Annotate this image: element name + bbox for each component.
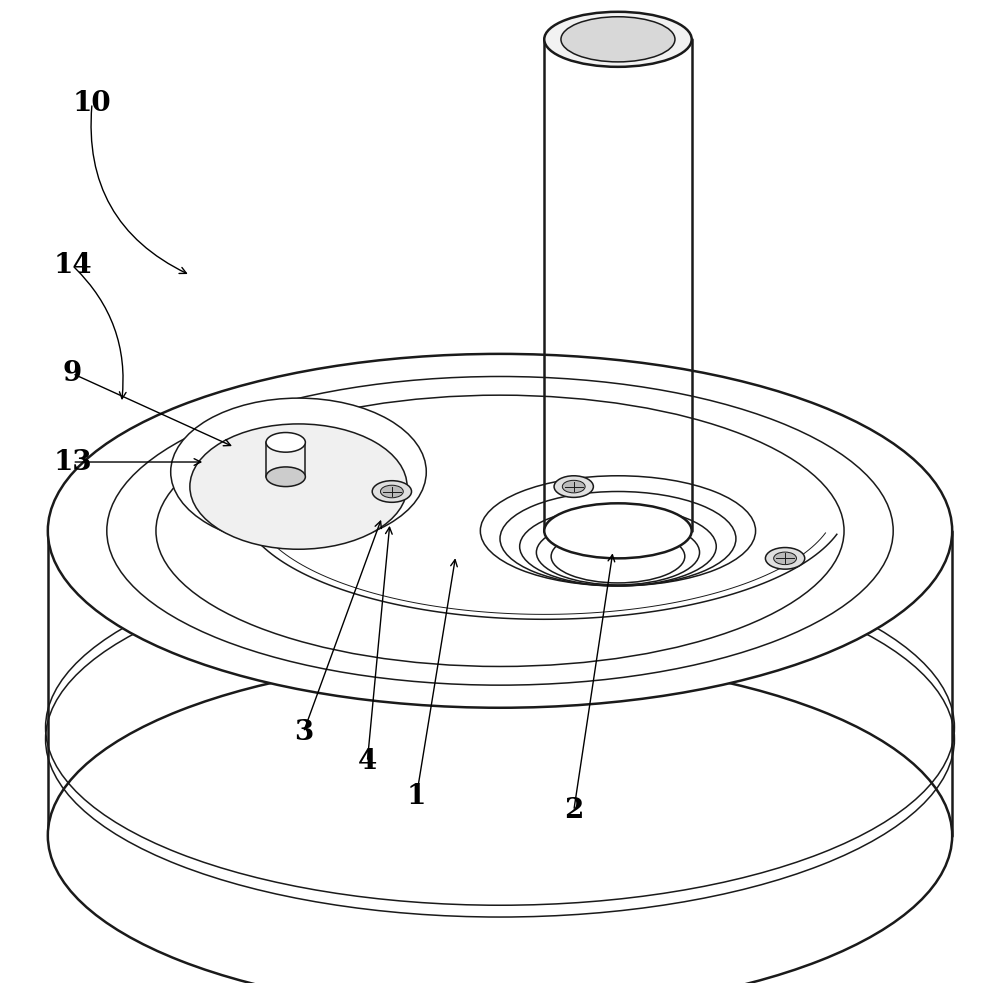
Text: 13: 13: [53, 448, 92, 476]
Ellipse shape: [190, 424, 407, 549]
Ellipse shape: [544, 12, 692, 67]
Ellipse shape: [171, 398, 426, 546]
Ellipse shape: [48, 659, 952, 983]
Text: 4: 4: [358, 748, 377, 776]
Ellipse shape: [554, 476, 593, 497]
Ellipse shape: [380, 486, 403, 497]
Ellipse shape: [765, 548, 805, 569]
Text: 10: 10: [73, 89, 111, 117]
Ellipse shape: [48, 354, 952, 708]
Text: 2: 2: [564, 797, 583, 825]
Ellipse shape: [561, 17, 675, 62]
Text: 3: 3: [294, 719, 313, 746]
Ellipse shape: [544, 503, 692, 558]
Ellipse shape: [372, 481, 412, 502]
Ellipse shape: [774, 552, 796, 564]
Ellipse shape: [266, 467, 305, 487]
Ellipse shape: [266, 433, 305, 452]
Text: 14: 14: [53, 252, 92, 279]
Text: 9: 9: [63, 360, 82, 387]
Text: 1: 1: [407, 782, 426, 810]
Ellipse shape: [562, 481, 585, 492]
